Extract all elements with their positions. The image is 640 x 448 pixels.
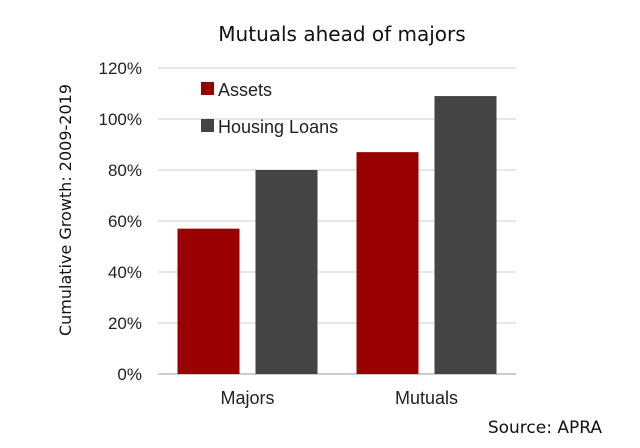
y-axis-label: Cumulative Growth: 2009-2019 — [56, 84, 75, 336]
y-tick-label: 100% — [99, 110, 142, 129]
legend-label: Assets — [218, 80, 272, 100]
bar-assets-mutuals — [356, 152, 419, 374]
y-tick-labels: 0% 20% 40% 60% 80% 100% 120% — [99, 59, 142, 384]
y-tick-label: 80% — [108, 161, 142, 180]
y-tick-label: 60% — [108, 212, 142, 231]
bars — [177, 96, 497, 375]
legend-label: Housing Loans — [218, 117, 338, 137]
y-tick-label: 120% — [99, 59, 142, 78]
x-category-label: Majors — [220, 388, 274, 408]
source-note: Source: APRA — [487, 418, 602, 438]
bar-assets-majors — [177, 228, 240, 374]
x-category-labels: Majors Mutuals — [220, 388, 458, 408]
x-category-label: Mutuals — [395, 388, 458, 408]
chart-title: Mutuals ahead of majors — [218, 22, 466, 46]
bar-housing-loans-majors — [255, 170, 318, 374]
legend-swatch — [201, 82, 214, 95]
legend: Assets Housing Loans — [201, 80, 338, 137]
bar-housing-loans-mutuals — [434, 96, 497, 375]
y-tick-label: 0% — [117, 365, 142, 384]
y-tick-label: 20% — [108, 314, 142, 333]
legend-swatch — [201, 119, 214, 132]
y-tick-label: 40% — [108, 263, 142, 282]
